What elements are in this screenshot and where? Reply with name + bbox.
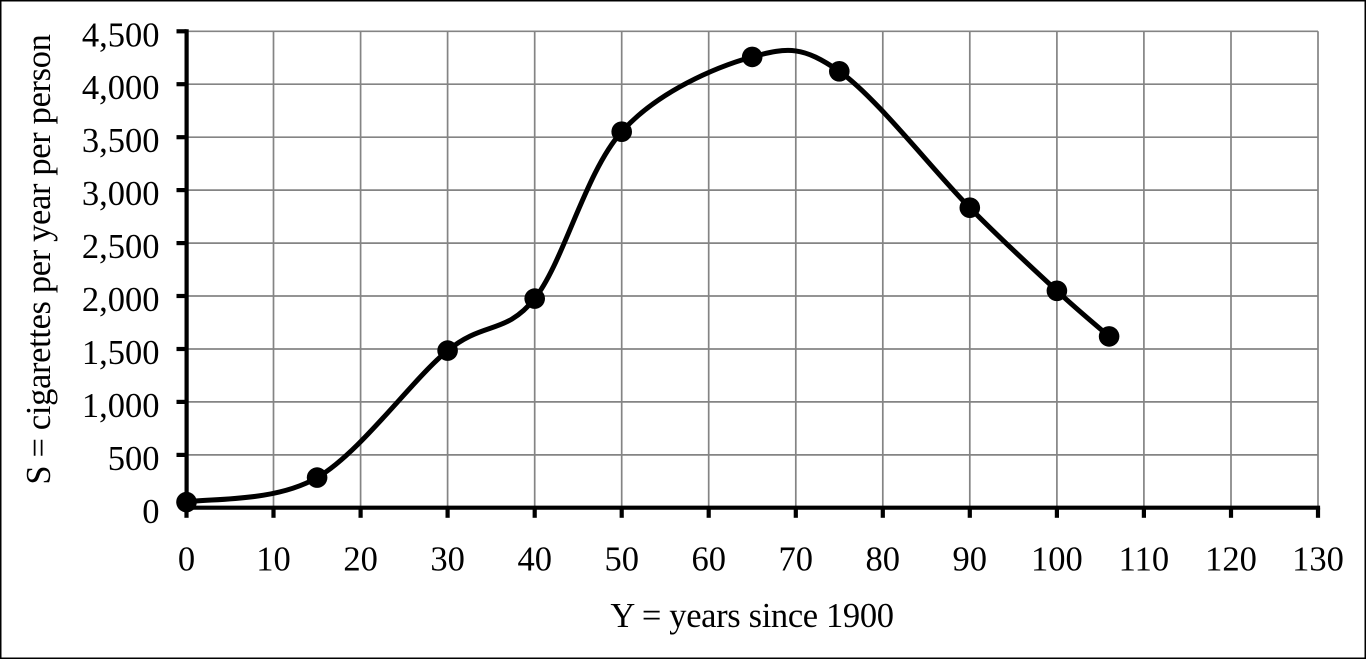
svg-text:0: 0 — [142, 493, 159, 531]
svg-text:1,000: 1,000 — [82, 387, 160, 425]
svg-text:0: 0 — [178, 540, 195, 578]
svg-text:60: 60 — [691, 540, 726, 578]
svg-text:Y = years since 1900: Y = years since 1900 — [610, 597, 893, 635]
svg-text:90: 90 — [953, 540, 988, 578]
svg-text:2,500: 2,500 — [82, 228, 160, 266]
svg-text:70: 70 — [779, 540, 814, 578]
svg-text:130: 130 — [1292, 540, 1344, 578]
svg-text:20: 20 — [343, 540, 378, 578]
svg-text:4,000: 4,000 — [82, 69, 160, 107]
svg-text:1,500: 1,500 — [82, 334, 160, 372]
svg-text:80: 80 — [866, 540, 901, 578]
svg-text:3,000: 3,000 — [82, 175, 160, 213]
svg-text:500: 500 — [108, 440, 160, 478]
svg-text:110: 110 — [1119, 540, 1169, 578]
svg-text:S = cigarettes per year per pe: S = cigarettes per year per person — [20, 34, 58, 484]
svg-text:2,000: 2,000 — [82, 281, 160, 319]
svg-text:10: 10 — [256, 540, 291, 578]
svg-text:4,500: 4,500 — [82, 16, 160, 54]
svg-text:40: 40 — [517, 540, 552, 578]
svg-text:3,500: 3,500 — [82, 122, 160, 160]
svg-text:120: 120 — [1205, 540, 1257, 578]
svg-text:50: 50 — [604, 540, 639, 578]
svg-text:100: 100 — [1031, 540, 1083, 578]
svg-text:30: 30 — [430, 540, 465, 578]
